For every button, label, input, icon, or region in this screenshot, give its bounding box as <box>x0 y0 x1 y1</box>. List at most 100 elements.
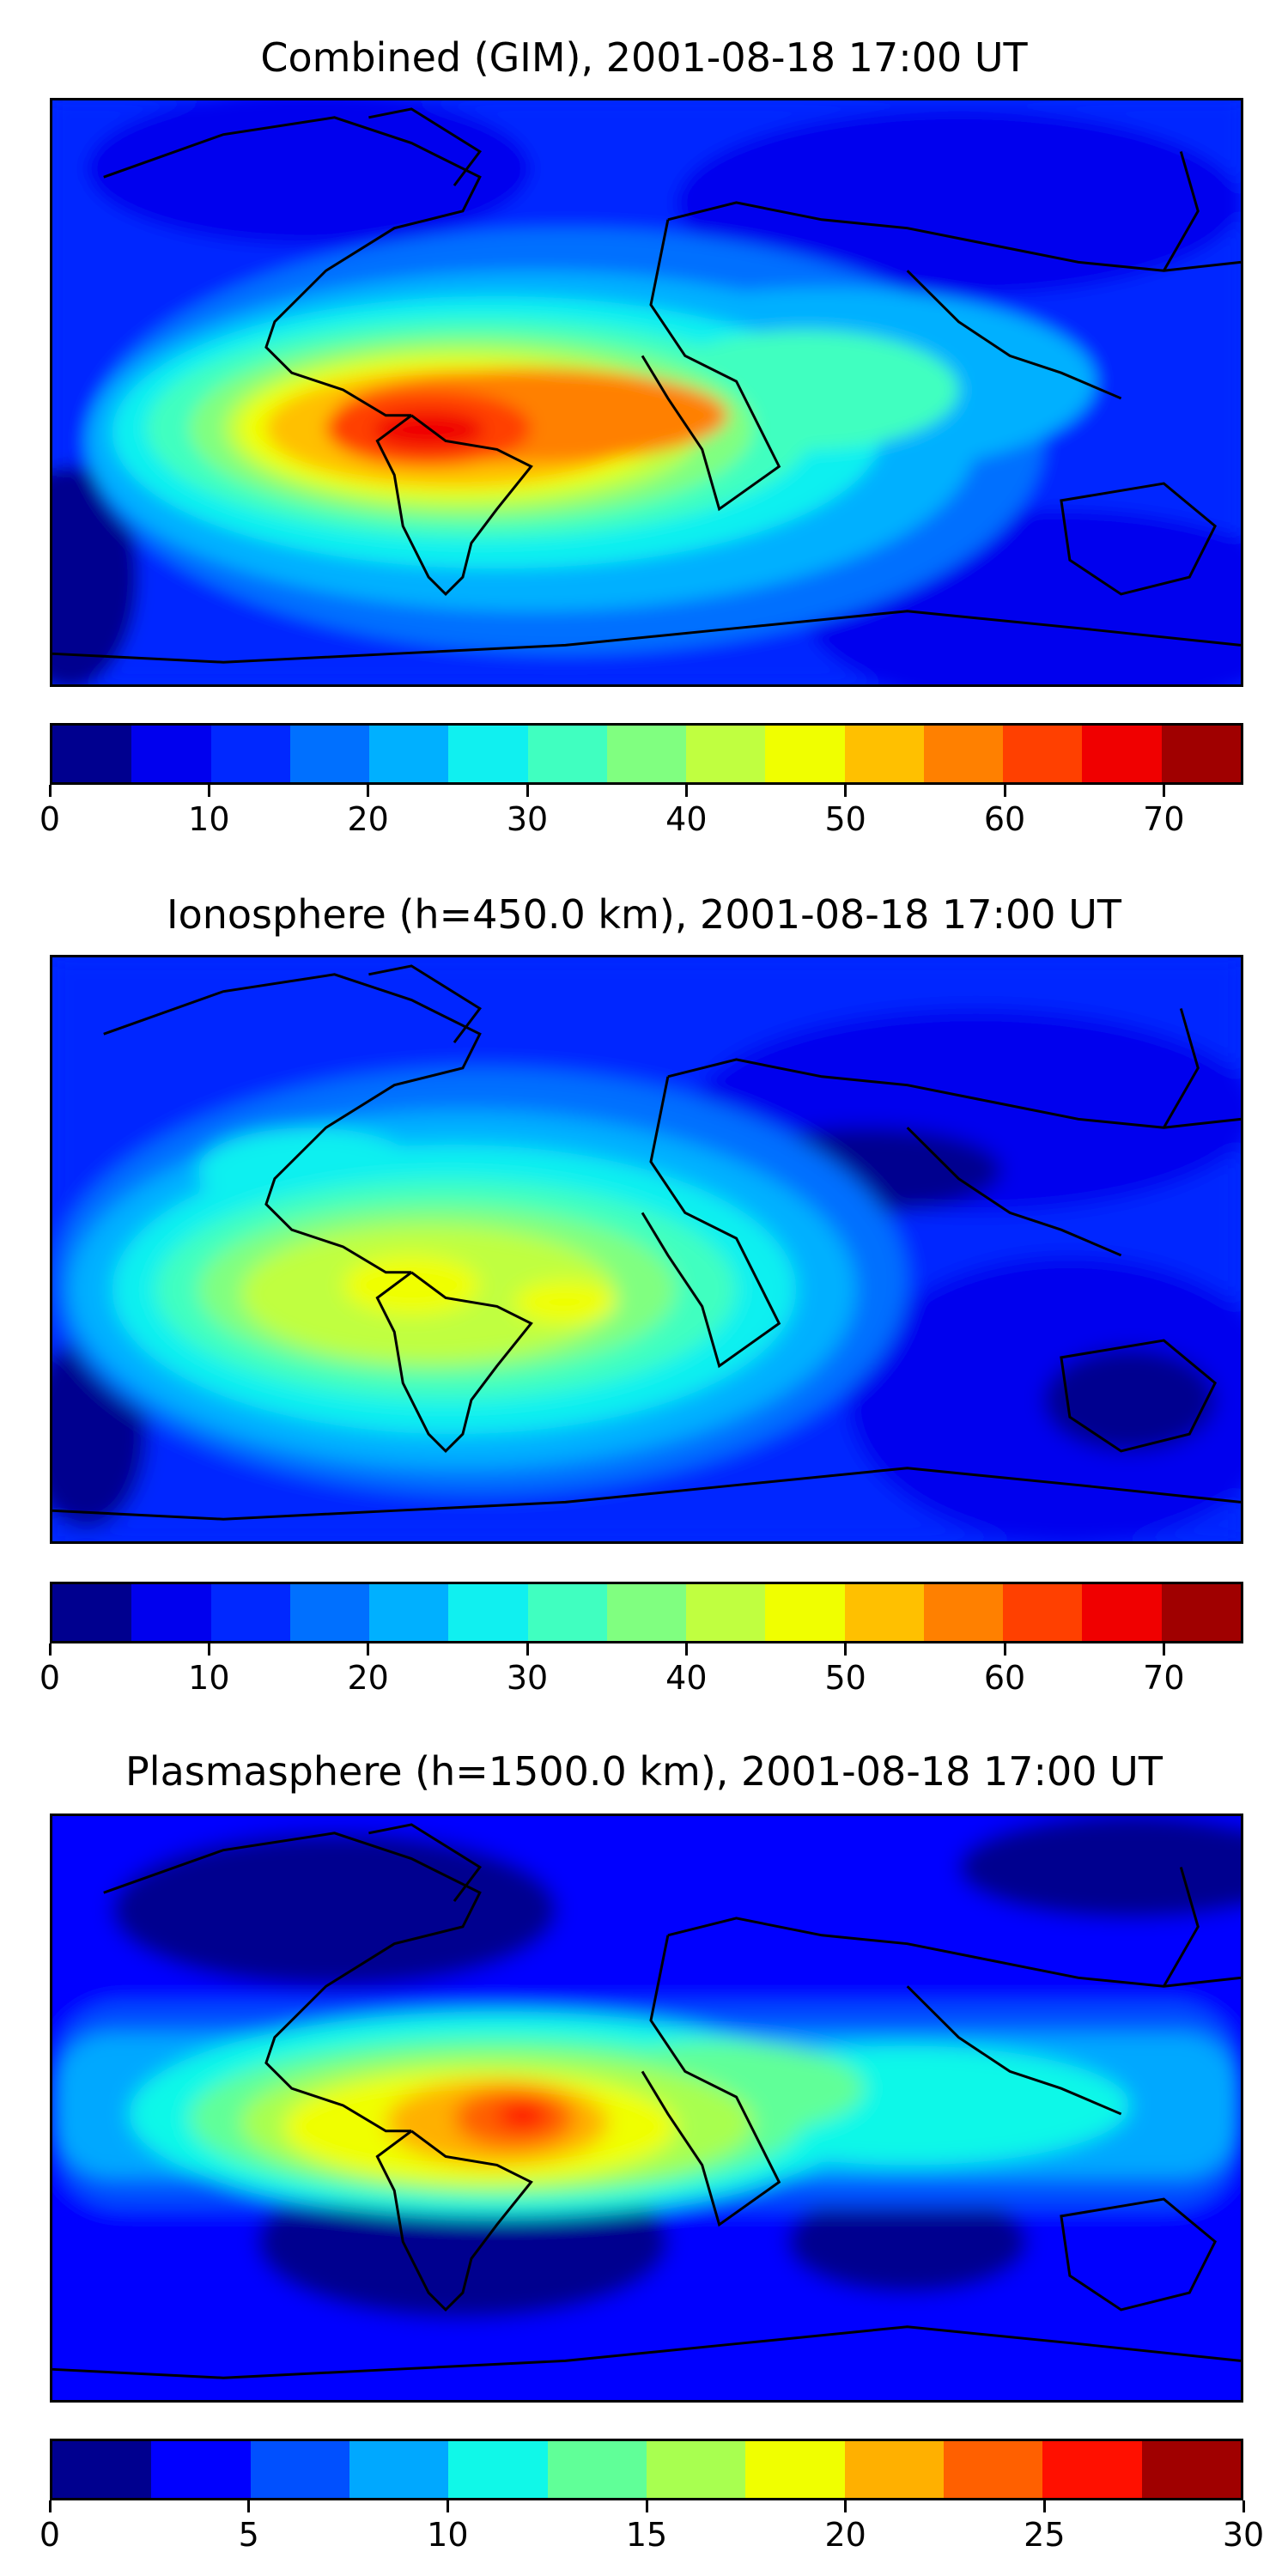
colorbar <box>50 2439 1243 2500</box>
colorbar-tick <box>1003 785 1006 797</box>
colorbar-tick-label: 40 <box>665 1659 708 1697</box>
colorbar-segment <box>943 2441 1043 2498</box>
heatmap-combined <box>52 100 1241 684</box>
colorbar-segment <box>765 1584 845 1641</box>
colorbar-tick <box>446 2500 449 2512</box>
colorbar-tick <box>48 785 52 797</box>
colorbar-tick <box>684 785 688 797</box>
colorbar-tick <box>48 2500 52 2512</box>
colorbar-segment <box>349 2441 449 2498</box>
colorbar-tick-label: 30 <box>506 1659 549 1697</box>
map-ionosphere <box>50 955 1243 1544</box>
heatmap-plasmasphere <box>52 1816 1241 2400</box>
coastlines <box>52 107 1241 664</box>
colorbar-segment <box>369 726 449 782</box>
colorbar-segment <box>289 1584 370 1641</box>
colorbar-tick-label: 0 <box>39 800 61 838</box>
colorbar-tick <box>247 2500 251 2512</box>
colorbar-tick-label: 50 <box>824 800 866 838</box>
map-combined <box>50 98 1243 687</box>
colorbar-tick-label: 25 <box>1024 2516 1066 2554</box>
colorbar-segment <box>606 726 687 782</box>
coastlines <box>52 964 1241 1521</box>
colorbar-tick-label: 20 <box>347 1659 389 1697</box>
colorbar-segment <box>686 1584 766 1641</box>
colorbar-tick <box>207 785 210 797</box>
colorbar-tick <box>1162 1643 1165 1656</box>
colorbar-tick <box>1162 785 1165 797</box>
colorbar-tick-label: 70 <box>1143 1659 1185 1697</box>
colorbar-tick <box>367 785 370 797</box>
colorbar-segment <box>844 1584 924 1641</box>
colorbar-tick-label: 15 <box>625 2516 668 2554</box>
colorbar-segment <box>1003 1584 1083 1641</box>
panel-ionosphere: Ionosphere (h=450.0 km), 2001-08-18 17:0… <box>0 0 1288 1697</box>
colorbar-tick-label: 0 <box>39 1659 61 1697</box>
colorbar-tick-label: 60 <box>983 800 1026 838</box>
colorbar-segment <box>250 2441 349 2498</box>
colorbar-segment <box>1003 726 1083 782</box>
colorbar-segment <box>289 726 370 782</box>
colorbar-segment <box>765 726 845 782</box>
chart-title: Combined (GIM), 2001-08-18 17:00 UT <box>260 34 1028 81</box>
colorbar-segment <box>844 726 924 782</box>
colorbar-tick-label: 20 <box>824 2516 866 2554</box>
colorbar-segment <box>844 2441 944 2498</box>
colorbar-tick-label: 5 <box>238 2516 259 2554</box>
colorbar-tick-label: 10 <box>188 1659 230 1697</box>
colorbar-tick-label: 20 <box>347 800 389 838</box>
colorbar-tick <box>526 785 529 797</box>
colorbar-segment <box>448 1584 528 1641</box>
colorbar-segment <box>527 1584 607 1641</box>
colorbar-segment <box>686 726 766 782</box>
colorbar-segment <box>369 1584 449 1641</box>
colorbar-segment <box>210 1584 290 1641</box>
colorbar-segment <box>1082 1584 1162 1641</box>
colorbar-tick <box>684 1643 688 1656</box>
colorbar-tick <box>844 1643 848 1656</box>
colorbar-segment <box>448 2441 548 2498</box>
colorbar-tick-label: 30 <box>1222 2516 1265 2554</box>
chart-title: Plasmasphere (h=1500.0 km), 2001-08-18 1… <box>125 1748 1163 1795</box>
colorbar-segment <box>646 2441 746 2498</box>
colorbar-tick-label: 10 <box>188 800 230 838</box>
colorbar-segment <box>547 2441 647 2498</box>
colorbar-segment <box>52 726 132 782</box>
colorbar-segment <box>448 726 528 782</box>
colorbar-tick <box>367 1643 370 1656</box>
colorbar <box>50 1582 1243 1643</box>
colorbar-tick-label: 10 <box>427 2516 469 2554</box>
colorbar-tick-label: 0 <box>39 2516 61 2554</box>
colorbar-tick <box>1042 2500 1046 2512</box>
map-plasmasphere <box>50 1814 1243 2403</box>
colorbar <box>50 723 1243 785</box>
colorbar-segment <box>1161 726 1241 782</box>
colorbar-tick <box>526 1643 529 1656</box>
panel-combined: Combined (GIM), 2001-08-18 17:00 UT <box>0 0 1288 859</box>
colorbar-tick-label: 40 <box>665 800 708 838</box>
colorbar-segment <box>923 726 1004 782</box>
colorbar-segment <box>131 726 211 782</box>
colorbar-tick <box>1242 2500 1245 2512</box>
heatmap-ionosphere <box>52 957 1241 1541</box>
colorbar-segment <box>52 1584 132 1641</box>
colorbar-tick <box>645 2500 648 2512</box>
colorbar-segment <box>131 1584 211 1641</box>
colorbar-segment <box>745 2441 845 2498</box>
colorbar-segment <box>923 1584 1004 1641</box>
colorbar-tick-label: 60 <box>983 1659 1026 1697</box>
colorbar-segment <box>1082 726 1162 782</box>
colorbar-segment <box>1042 2441 1142 2498</box>
colorbar-segment <box>1141 2441 1241 2498</box>
colorbar-segment <box>210 726 290 782</box>
colorbar-segment <box>606 1584 687 1641</box>
colorbar-tick-label: 30 <box>506 800 549 838</box>
colorbar-segment <box>1161 1584 1241 1641</box>
chart-title: Ionosphere (h=450.0 km), 2001-08-18 17:0… <box>167 891 1121 938</box>
colorbar-segment <box>151 2441 251 2498</box>
colorbar-tick <box>1003 1643 1006 1656</box>
colorbar-segment <box>52 2441 152 2498</box>
colorbar-tick-label: 70 <box>1143 800 1185 838</box>
colorbar-tick <box>48 1643 52 1656</box>
